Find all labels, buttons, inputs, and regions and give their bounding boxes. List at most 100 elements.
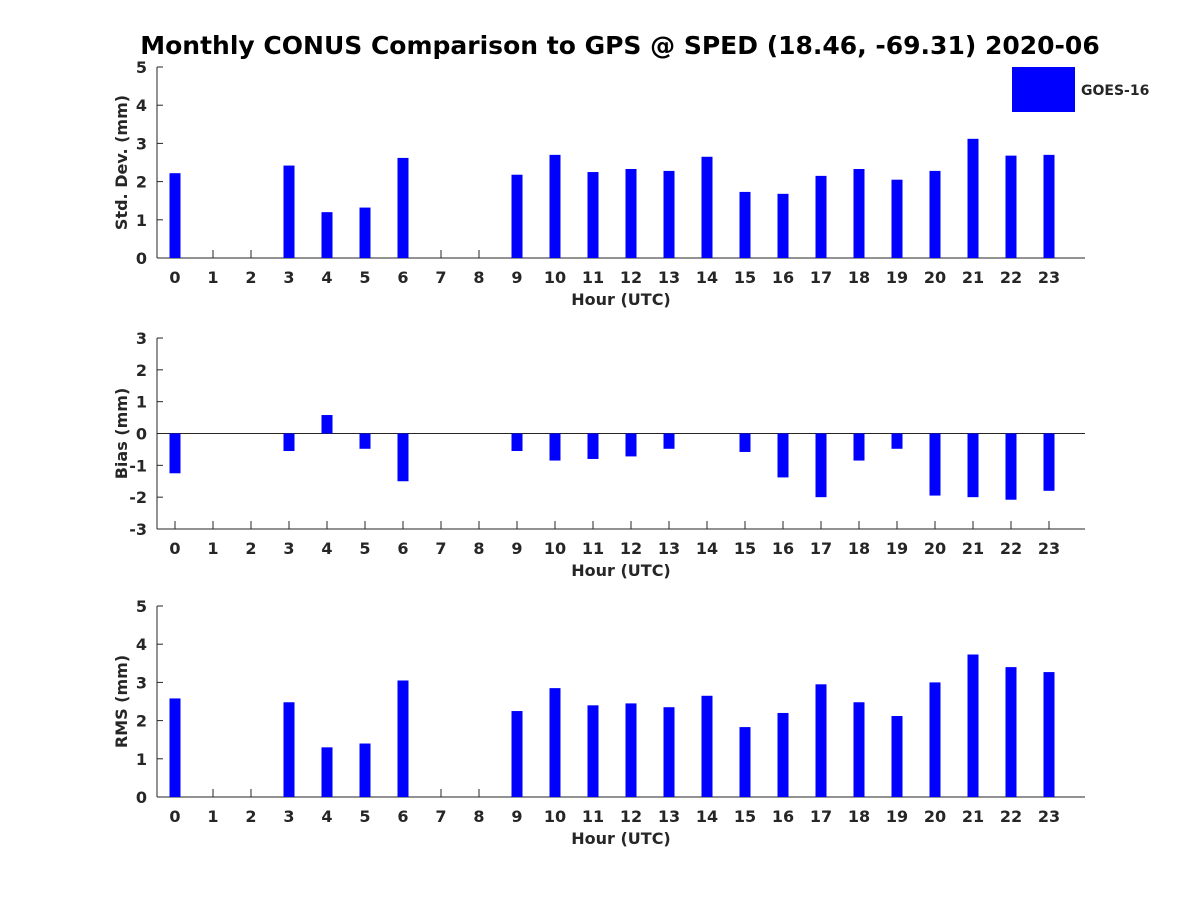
bar-3 bbox=[283, 165, 295, 258]
legend-swatch bbox=[1012, 67, 1075, 112]
x-tick-label: 3 bbox=[283, 268, 294, 287]
x-tick-label: 3 bbox=[283, 807, 294, 826]
x-axis-label: Hour (UTC) bbox=[571, 561, 671, 580]
bar-18 bbox=[853, 702, 865, 797]
bar-3 bbox=[283, 702, 295, 797]
bar-15 bbox=[739, 433, 751, 452]
x-tick-label: 22 bbox=[1000, 807, 1022, 826]
x-tick-label: 12 bbox=[620, 807, 642, 826]
y-tick-label: -1 bbox=[129, 456, 147, 475]
x-tick-label: 15 bbox=[734, 268, 756, 287]
x-tick-label: 2 bbox=[245, 807, 256, 826]
y-tick-label: 3 bbox=[136, 673, 147, 692]
bar-4 bbox=[321, 415, 333, 434]
bar-0 bbox=[169, 173, 181, 258]
x-tick-label: 11 bbox=[582, 539, 604, 558]
bar-13 bbox=[663, 433, 675, 449]
bar-12 bbox=[625, 703, 637, 797]
x-tick-label: 18 bbox=[848, 268, 870, 287]
y-tick-label: 3 bbox=[136, 329, 147, 348]
bar-0 bbox=[169, 433, 181, 474]
bar-20 bbox=[929, 170, 941, 258]
bar-12 bbox=[625, 433, 637, 457]
x-tick-label: 0 bbox=[169, 268, 180, 287]
x-tick-label: 15 bbox=[734, 807, 756, 826]
x-tick-label: 6 bbox=[397, 268, 408, 287]
x-tick-label: 1 bbox=[207, 539, 218, 558]
x-tick-label: 10 bbox=[544, 807, 566, 826]
x-tick-label: 0 bbox=[169, 539, 180, 558]
bar-17 bbox=[815, 175, 827, 258]
x-tick-label: 0 bbox=[169, 807, 180, 826]
y-axis-label: RMS (mm) bbox=[112, 655, 131, 748]
bar-19 bbox=[891, 179, 903, 258]
bar-12 bbox=[625, 168, 637, 258]
y-tick-label: -3 bbox=[129, 520, 147, 539]
x-tick-label: 19 bbox=[886, 539, 908, 558]
y-axis-label: Bias (mm) bbox=[112, 388, 131, 480]
x-tick-label: 21 bbox=[962, 539, 984, 558]
x-tick-label: 8 bbox=[473, 807, 484, 826]
x-tick-label: 5 bbox=[359, 268, 370, 287]
bar-22 bbox=[1005, 433, 1017, 500]
bar-4 bbox=[321, 747, 333, 797]
y-tick-label: 1 bbox=[136, 750, 147, 769]
bar-5 bbox=[359, 743, 371, 797]
x-tick-label: 23 bbox=[1038, 807, 1060, 826]
bar-14 bbox=[701, 695, 713, 797]
y-tick-label: 5 bbox=[136, 597, 147, 616]
x-tick-label: 10 bbox=[544, 268, 566, 287]
bar-19 bbox=[891, 716, 903, 797]
x-tick-label: 20 bbox=[924, 807, 946, 826]
y-tick-label: 4 bbox=[136, 635, 147, 654]
bar-4 bbox=[321, 212, 333, 258]
bar-3 bbox=[283, 433, 295, 452]
y-tick-label: 2 bbox=[136, 173, 147, 192]
x-tick-label: 4 bbox=[321, 539, 332, 558]
x-tick-label: 7 bbox=[435, 268, 446, 287]
bar-11 bbox=[587, 433, 599, 459]
bar-14 bbox=[701, 156, 713, 258]
x-tick-label: 7 bbox=[435, 539, 446, 558]
x-tick-label: 16 bbox=[772, 539, 794, 558]
bar-15 bbox=[739, 727, 751, 797]
x-axis-label: Hour (UTC) bbox=[571, 290, 671, 309]
bar-23 bbox=[1043, 433, 1055, 491]
x-tick-label: 11 bbox=[582, 807, 604, 826]
x-tick-label: 19 bbox=[886, 268, 908, 287]
x-tick-label: 7 bbox=[435, 807, 446, 826]
x-tick-label: 23 bbox=[1038, 539, 1060, 558]
bar-5 bbox=[359, 433, 371, 449]
x-tick-label: 14 bbox=[696, 539, 718, 558]
bar-16 bbox=[777, 433, 789, 478]
x-tick-label: 8 bbox=[473, 268, 484, 287]
bar-21 bbox=[967, 654, 979, 797]
bar-15 bbox=[739, 191, 751, 258]
bar-18 bbox=[853, 433, 865, 461]
bar-9 bbox=[511, 711, 523, 797]
bar-17 bbox=[815, 433, 827, 498]
x-tick-label: 13 bbox=[658, 539, 680, 558]
x-tick-label: 17 bbox=[810, 268, 832, 287]
bar-9 bbox=[511, 433, 523, 452]
bar-10 bbox=[549, 154, 561, 258]
y-tick-label: -2 bbox=[129, 488, 147, 507]
x-tick-label: 11 bbox=[582, 268, 604, 287]
bar-23 bbox=[1043, 154, 1055, 258]
bar-21 bbox=[967, 138, 979, 258]
bar-10 bbox=[549, 688, 561, 797]
x-tick-label: 22 bbox=[1000, 268, 1022, 287]
bar-16 bbox=[777, 712, 789, 797]
y-tick-label: 0 bbox=[136, 425, 147, 444]
x-axis-label: Hour (UTC) bbox=[571, 829, 671, 848]
bar-16 bbox=[777, 193, 789, 258]
x-tick-label: 20 bbox=[924, 539, 946, 558]
x-tick-label: 19 bbox=[886, 807, 908, 826]
bar-18 bbox=[853, 168, 865, 258]
x-tick-label: 9 bbox=[511, 268, 522, 287]
x-tick-label: 14 bbox=[696, 268, 718, 287]
x-tick-label: 23 bbox=[1038, 268, 1060, 287]
x-tick-label: 21 bbox=[962, 268, 984, 287]
